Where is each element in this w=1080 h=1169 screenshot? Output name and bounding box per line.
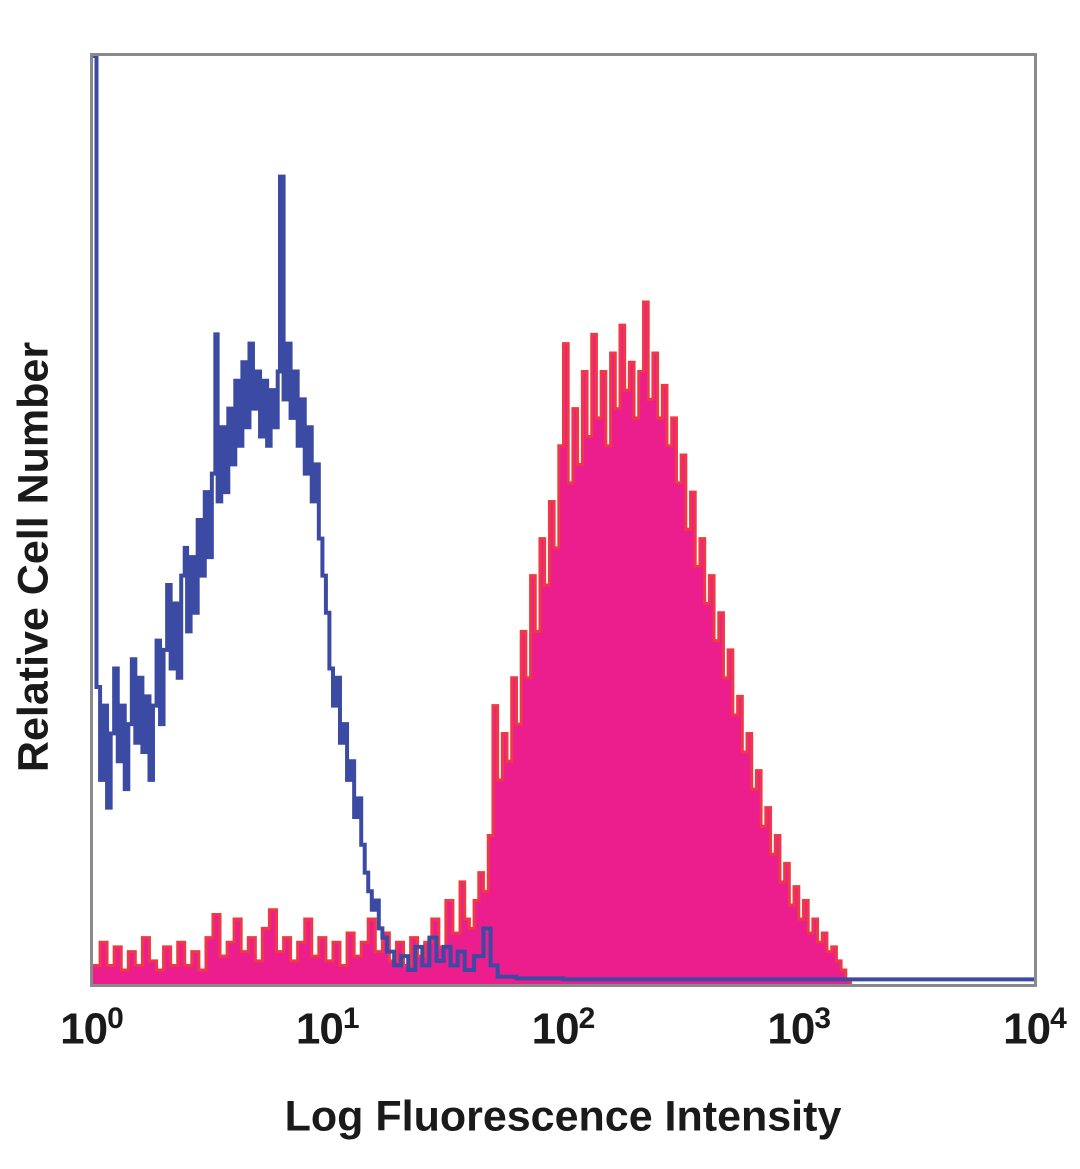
tick-exponent: 1 xyxy=(342,1002,360,1035)
tick-exponent: 0 xyxy=(107,1002,124,1035)
filled-magenta-histogram-trace xyxy=(93,300,852,984)
plot-area xyxy=(90,53,1037,987)
tick-base: 10 xyxy=(295,1004,344,1054)
tick-exponent: 3 xyxy=(814,1002,832,1035)
x-axis-tick-labels: 100 101 102 103 104 xyxy=(0,1002,1080,1068)
filled-magenta-histogram-fill xyxy=(93,301,851,984)
x-tick-10e2: 102 xyxy=(532,1002,596,1055)
x-axis-label: Log Fluorescence Intensity xyxy=(284,1092,842,1141)
open-blue-histogram-trace xyxy=(93,56,1034,982)
histogram-svg xyxy=(93,56,1034,984)
x-tick-10e4: 104 xyxy=(1003,1002,1067,1055)
tick-base: 10 xyxy=(531,1004,580,1054)
tick-base: 10 xyxy=(1003,1004,1051,1054)
x-tick-10e3: 103 xyxy=(767,1002,831,1055)
y-axis-label: Relative Cell Number xyxy=(9,341,58,773)
tick-base: 10 xyxy=(767,1004,815,1054)
tick-exponent: 2 xyxy=(578,1002,596,1035)
x-tick-10e0: 100 xyxy=(60,1002,124,1055)
tick-exponent: 4 xyxy=(1050,1002,1067,1035)
tick-base: 10 xyxy=(60,1004,108,1054)
x-tick-10e1: 101 xyxy=(296,1002,360,1055)
